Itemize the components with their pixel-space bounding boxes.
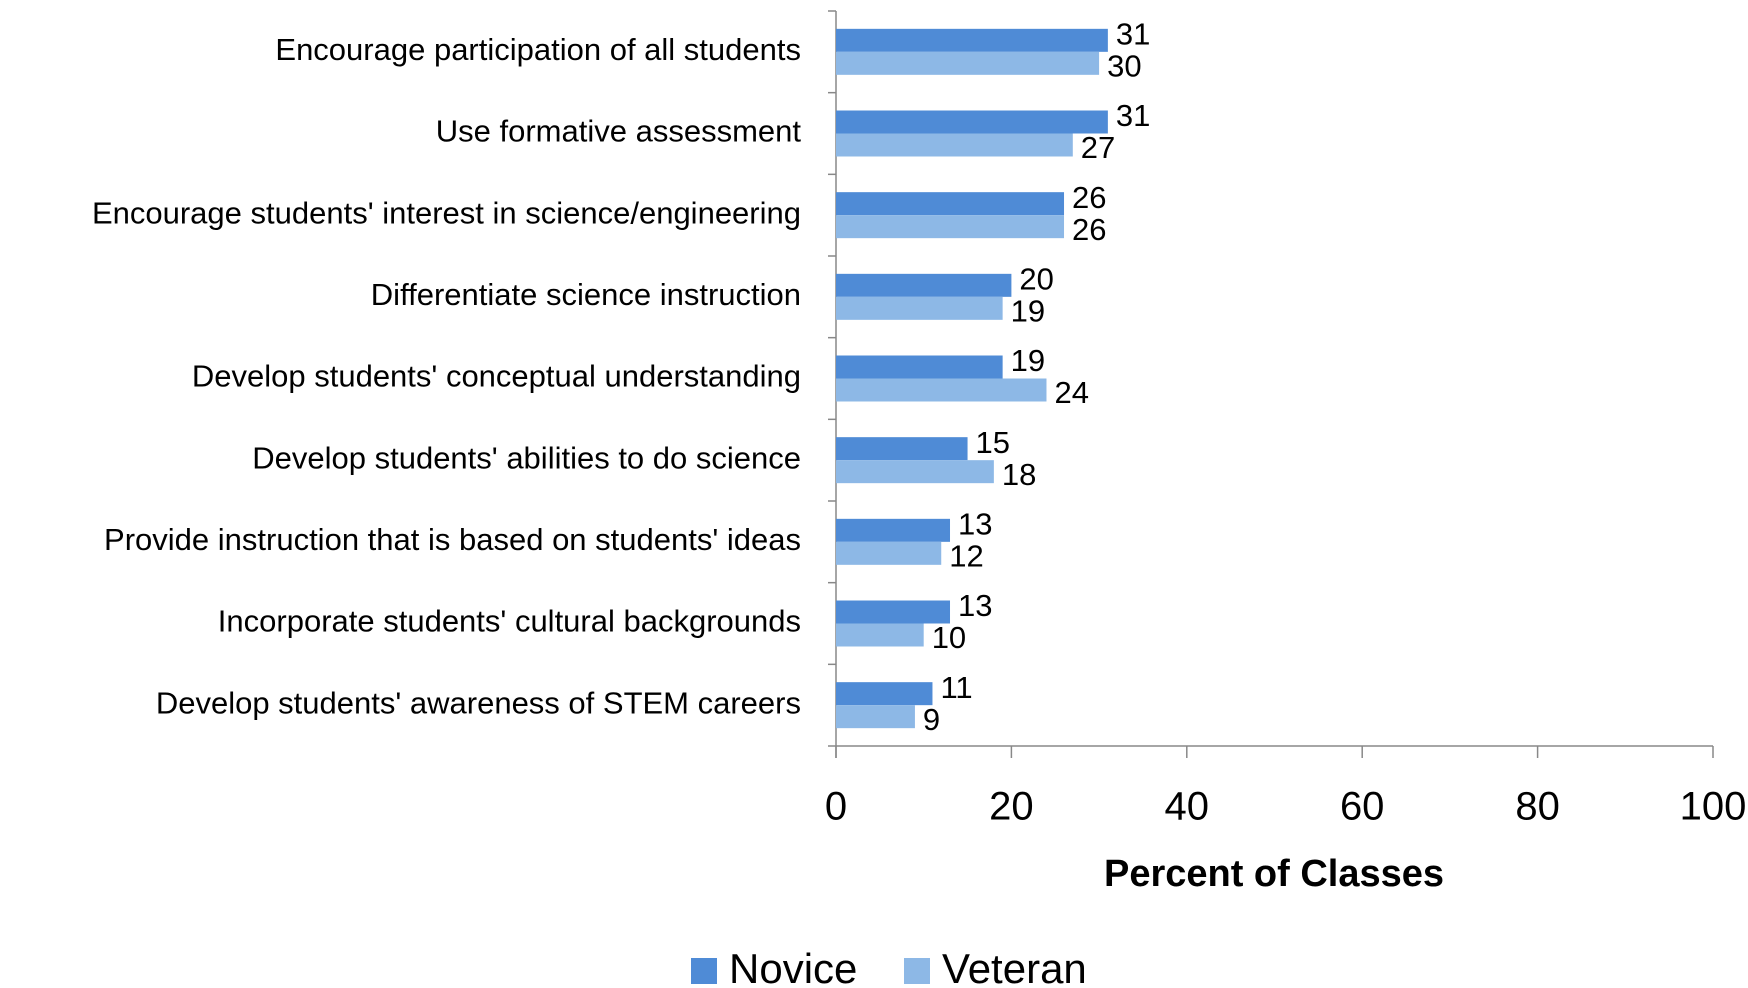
y-tick-label: Encourage participation of all students — [275, 32, 801, 67]
x-tick-label: 0 — [825, 785, 847, 829]
data-label: 12 — [949, 539, 983, 574]
data-label: 13 — [958, 588, 992, 623]
x-tick-label: 40 — [1165, 785, 1210, 829]
chart: Percent of Classes 0 20 40 60 80 100 Encourage… — [0, 0, 1748, 988]
y-tick-label: Incorporate students' cultural backgroun… — [218, 604, 801, 639]
bar — [836, 111, 1108, 134]
y-tick-label: Develop students' awareness of STEM care… — [156, 685, 801, 720]
bar — [836, 624, 924, 647]
legend-label: Veteran — [942, 945, 1087, 988]
data-label: 31 — [1116, 17, 1150, 52]
y-tick-label: Encourage students' interest in science/… — [92, 195, 801, 230]
data-label: 26 — [1072, 180, 1106, 215]
x-axis-title: Percent of Classes — [1104, 853, 1444, 895]
data-label: 13 — [958, 507, 992, 542]
data-label: 9 — [923, 702, 940, 737]
data-label: 30 — [1107, 49, 1141, 84]
bar — [836, 29, 1108, 52]
y-tick-label: Develop students' abilities to do scienc… — [252, 440, 801, 475]
y-tick-label: Develop students' conceptual understandi… — [192, 359, 801, 394]
x-tick-label: 80 — [1515, 785, 1560, 829]
bar — [836, 682, 932, 705]
bar — [836, 297, 1003, 320]
bar — [836, 460, 994, 483]
bar — [836, 437, 968, 460]
bar — [836, 542, 941, 565]
bar — [836, 134, 1073, 157]
data-label: 19 — [1011, 343, 1045, 378]
x-tick-label: 60 — [1340, 785, 1385, 829]
data-label: 24 — [1054, 375, 1088, 410]
bar — [836, 215, 1064, 238]
y-tick-label: Differentiate science instruction — [371, 277, 801, 312]
data-label: 18 — [1002, 457, 1036, 492]
data-label: 26 — [1072, 212, 1106, 247]
data-label: 31 — [1116, 98, 1150, 133]
bar — [836, 52, 1099, 75]
legend-swatch — [691, 958, 717, 984]
legend-label: Novice — [729, 945, 857, 988]
legend-swatch — [904, 958, 930, 984]
data-label: 20 — [1019, 262, 1053, 297]
data-label: 19 — [1011, 294, 1045, 329]
bar — [836, 705, 915, 728]
data-label: 11 — [940, 670, 972, 705]
y-tick-label: Use formative assessment — [436, 114, 802, 149]
bar — [836, 192, 1064, 215]
data-label: 15 — [976, 425, 1010, 460]
bar — [836, 379, 1046, 402]
y-tick-label: Provide instruction that is based on stu… — [104, 522, 801, 557]
data-label: 27 — [1081, 130, 1115, 165]
bar — [836, 519, 950, 542]
x-tick-label: 20 — [989, 785, 1034, 829]
bar — [836, 274, 1011, 297]
bar — [836, 356, 1003, 379]
x-tick-label: 100 — [1680, 785, 1747, 829]
page: {"chart_data": {"type": "bar", "orientat… — [0, 0, 1748, 988]
data-label: 10 — [932, 620, 966, 655]
